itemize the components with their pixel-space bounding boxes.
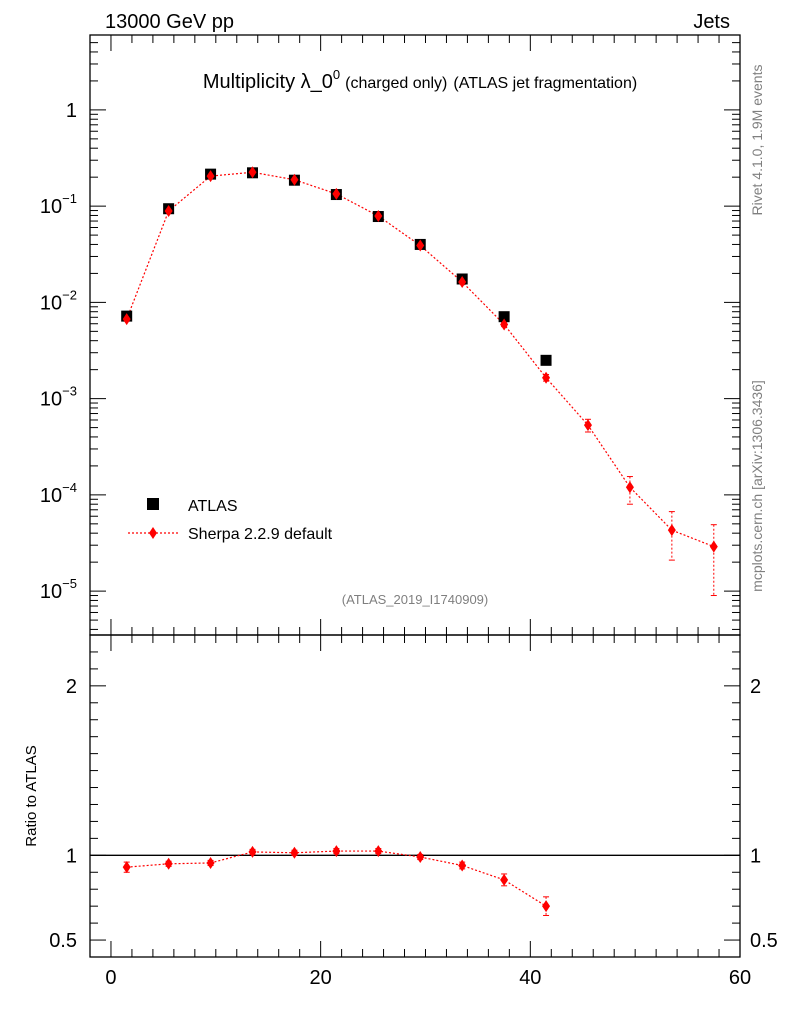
sherpa-point [332,187,341,200]
sherpa-point [542,371,551,384]
main-y-tick-label: 10−2 [40,287,77,314]
ratio-y-tick-label-right: 0.5 [750,930,778,952]
x-tick-label: 0 [105,967,116,989]
ratio-point [500,873,509,886]
tick-label-base: 10 [40,485,62,507]
ratio-point [122,861,131,874]
ratio-series-line [126,850,547,907]
tick-label-base: 10 [40,389,62,411]
sherpa-point [248,166,257,179]
analysis-id: (ATLAS_2019_I1740909) [342,592,488,607]
main-panel-frame [89,34,741,636]
sherpa-point [122,313,131,326]
ratio-point [164,857,173,870]
sherpa-point [164,205,173,218]
ratio-y-tick-label-left: 2 [66,676,77,698]
mcplots-label: mcplots.cern.ch [arXiv:1306.3436] [749,380,765,592]
tick-label-base: 10 [40,196,62,218]
sherpa-point [458,275,467,288]
tick-label-exponent: −1 [62,191,77,206]
sherpa-point [667,524,676,537]
sherpa-point [374,209,383,222]
tick-label-exponent: −3 [62,384,77,399]
sherpa-point [206,170,215,183]
header-process: Jets [693,11,730,33]
ratio-point [206,856,215,869]
x-tick-label: 40 [519,967,541,989]
main-y-tick-label: 1 [66,100,77,122]
main-data-marks [121,166,718,597]
title-rest: (ATLAS jet fragmentation) [453,75,637,92]
sherpa-point [416,239,425,252]
ratio-y-axis-label: Ratio to ATLAS [23,745,40,846]
main-y-tick-label: 10−4 [40,480,77,507]
sherpa-point [583,419,592,432]
header-energy: 13000 GeV pp [105,11,234,33]
title-main: Multiplicity λ_0 [203,71,333,93]
main-y-tick-label: 10−1 [40,191,77,218]
main-y-tick-label: 10−3 [40,384,77,411]
atlas-point [498,311,510,323]
main-y-tick-labels: 10−510−410−310−210−11 [40,100,77,603]
ratio-y-tick-label-right: 1 [750,845,761,867]
main-axis-ticks [90,34,741,635]
ratio-panel-frame [89,634,741,958]
sherpa-point [500,318,509,331]
tick-label-exponent: −2 [62,287,77,302]
ratio-y-tick-label-left: 0.5 [49,930,77,952]
atlas-point [540,354,552,366]
sherpa-point [290,173,299,186]
plot-title: Multiplicity λ_00 (charged only) (ATLAS je… [203,67,637,93]
ratio-data-marks [122,845,551,916]
title-small: (charged only) [345,75,447,92]
ratio-point [374,845,383,858]
ratio-point [290,846,299,859]
ratio-axis-ticks [90,634,741,958]
x-tick-label: 20 [310,967,332,989]
tick-label-base: 1 [66,100,77,122]
tick-label-base: 10 [40,292,62,314]
ratio-point [458,859,467,872]
title-superscript: 0 [333,67,340,82]
legend: ATLAS Sherpa 2.2.9 default [128,498,333,543]
sherpa-point [625,481,634,494]
tick-label-base: 10 [40,581,62,603]
x-tick-label: 60 [729,967,751,989]
tick-label-exponent: −4 [62,480,77,495]
legend-atlas-label: ATLAS [188,498,238,515]
ratio-point [248,845,257,858]
legend-atlas-marker [147,498,159,510]
sherpa-series-line [126,171,715,548]
tick-label-exponent: −5 [62,576,77,591]
main-y-tick-label: 10−5 [40,576,77,603]
ratio-point [542,900,551,913]
ratio-y-tick-label-left: 1 [66,845,77,867]
ratio-tick-labels: 0.5 0.51 12 20 20 40 60 [49,676,778,989]
ratio-y-tick-label-right: 2 [750,676,761,698]
ratio-point [416,851,425,864]
sherpa-point [709,540,718,553]
legend-sherpa-label: Sherpa 2.2.9 default [188,526,333,543]
ratio-point [332,845,341,858]
legend-sherpa-marker [149,527,157,539]
rivet-label: Rivet 4.1.0, 1.9M events [749,65,765,216]
